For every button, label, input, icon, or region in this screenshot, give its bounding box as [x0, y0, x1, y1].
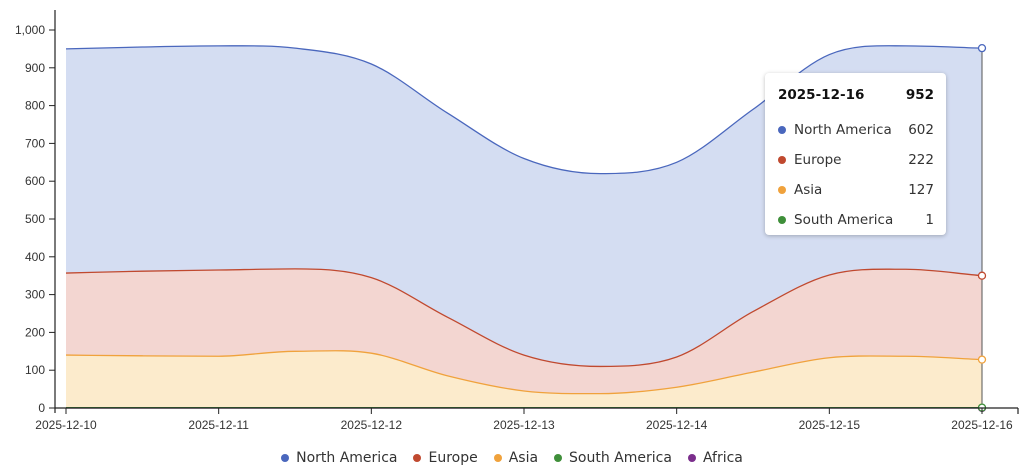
line-asia	[65, 350, 983, 395]
tooltip-row-label: North America	[794, 122, 892, 138]
legend-dot-icon	[554, 454, 563, 462]
legend-dot-icon	[493, 454, 502, 462]
series-dot-icon	[778, 156, 786, 164]
legend-label: Africa	[702, 450, 743, 466]
y-tick-label: 800	[25, 99, 45, 113]
tooltip-title: 2025-12-16	[778, 87, 865, 103]
x-tick-label: 2025-12-13	[493, 418, 555, 432]
line-europe	[65, 268, 983, 368]
tooltip-row-europe: Europe 222	[778, 145, 934, 175]
series-dot-icon	[778, 186, 786, 194]
tooltip: 2025-12-16 952 North America 602 Europe …	[765, 73, 946, 235]
y-tick-label: 1,000	[15, 23, 45, 37]
series-dot-icon	[778, 126, 786, 134]
legend-item-south-america[interactable]: South America	[554, 450, 672, 466]
y-tick-label: 200	[25, 325, 45, 339]
axes: 0 100 200 300 400 500 600 700 800 900 1,000 2025-12…	[15, 10, 1019, 432]
legend: North America Europe Asia South America …	[0, 450, 1024, 466]
legend-item-north-america[interactable]: North America	[281, 450, 397, 466]
series-dot-icon	[778, 216, 786, 224]
legend-item-europe[interactable]: Europe	[413, 450, 478, 466]
y-tick-label: 700	[25, 136, 45, 150]
legend-dot-icon	[687, 454, 696, 462]
legend-label: North America	[296, 450, 398, 466]
x-tick-label: 2025-12-16	[951, 418, 1013, 432]
tooltip-row-label: Asia	[794, 182, 823, 198]
legend-item-africa[interactable]: Africa	[687, 450, 743, 466]
areas	[66, 45, 982, 408]
x-tick-label: 2025-12-10	[35, 418, 97, 432]
x-tick-label: 2025-12-15	[799, 418, 861, 432]
y-tick-label: 500	[25, 212, 45, 226]
tooltip-row-value: 127	[908, 182, 934, 198]
tooltip-row-value: 222	[908, 152, 934, 168]
legend-dot-icon	[413, 454, 422, 462]
x-tick-label: 2025-12-14	[646, 418, 708, 432]
line-north-america	[65, 45, 983, 175]
tooltip-total: 952	[905, 87, 934, 103]
tooltip-row-south-america: South America 1	[778, 205, 934, 235]
x-tick-label: 2025-12-12	[341, 418, 403, 432]
area-asia	[66, 350, 982, 408]
legend-dot-icon	[281, 454, 290, 462]
y-tick-label: 100	[25, 363, 45, 377]
y-tick-label: 600	[25, 174, 45, 188]
marker-asia	[977, 355, 987, 364]
marker-europe	[977, 271, 987, 280]
tooltip-row-label: Europe	[794, 152, 842, 168]
area-north-america	[66, 45, 982, 367]
legend-label: Europe	[428, 450, 478, 466]
legend-label: Asia	[508, 450, 539, 466]
y-tick-label: 400	[25, 250, 45, 264]
tooltip-row-label: South America	[794, 212, 894, 228]
y-tick-label: 900	[25, 61, 45, 75]
legend-item-asia[interactable]: Asia	[493, 450, 539, 466]
tooltip-row-asia: Asia 127	[778, 175, 934, 205]
legend-label: South America	[569, 450, 672, 466]
tooltip-row-value: 1	[925, 212, 934, 228]
marker-north-america	[977, 43, 987, 53]
tooltip-row-value: 602	[908, 122, 934, 138]
y-tick-label: 0	[38, 401, 45, 415]
y-tick-label: 300	[25, 288, 45, 302]
x-tick-label: 2025-12-11	[188, 418, 249, 432]
tooltip-row-north-america: North America 602	[778, 115, 934, 145]
area-europe	[66, 268, 982, 394]
